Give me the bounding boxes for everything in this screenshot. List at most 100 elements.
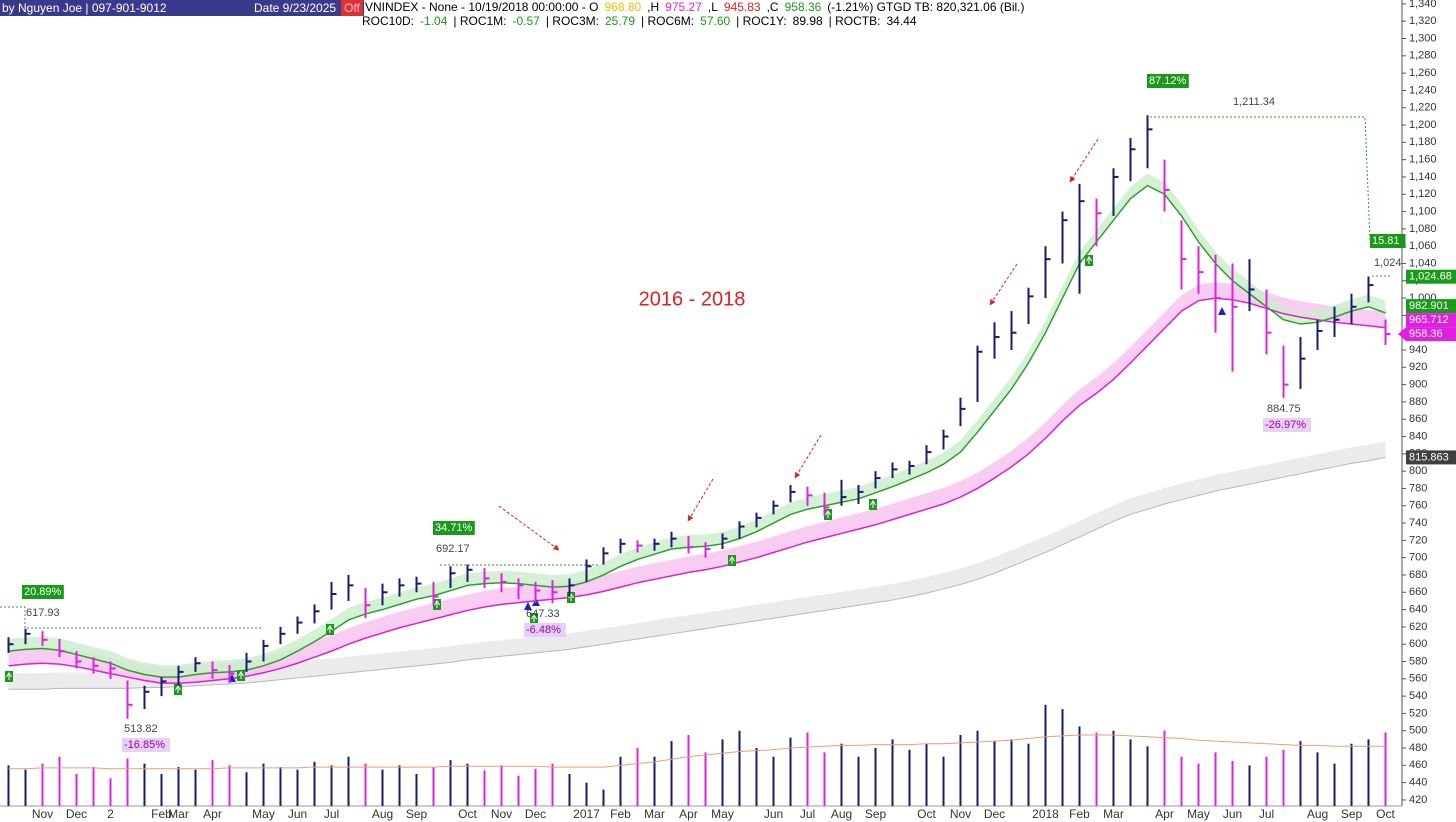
volume-bar bbox=[534, 768, 537, 806]
roc-segment: 89.98 bbox=[792, 14, 823, 28]
volume-bar bbox=[602, 789, 605, 806]
volume-bar bbox=[109, 778, 112, 806]
x-tick-label: Dec bbox=[66, 807, 87, 821]
y-tick-label: 580 bbox=[1409, 655, 1427, 667]
volume-bar bbox=[75, 773, 78, 806]
x-tick-label: Dec bbox=[525, 807, 546, 821]
volume-bar bbox=[160, 773, 163, 806]
volume-bar bbox=[7, 765, 10, 806]
volume-bar bbox=[194, 769, 197, 806]
y-tick-label: 1,280 bbox=[1409, 50, 1437, 62]
date: Date 9/23/2025 bbox=[254, 1, 337, 15]
volume-bar bbox=[483, 770, 486, 806]
y-tick-label: 1,040 bbox=[1409, 257, 1437, 269]
volume-bar bbox=[891, 739, 894, 806]
y-tick-label: 1,340 bbox=[1409, 0, 1437, 10]
y-tick-label: 420 bbox=[1409, 794, 1427, 806]
volume-bar bbox=[1095, 732, 1098, 806]
y-tick-label: 880 bbox=[1409, 396, 1427, 408]
volume-bar bbox=[296, 769, 299, 806]
volume-bar bbox=[381, 769, 384, 806]
signal-triangle bbox=[1218, 307, 1226, 315]
x-tick-label: Jul bbox=[800, 807, 815, 821]
signal-arrow bbox=[6, 672, 12, 680]
annotation: 20.89% bbox=[24, 586, 62, 598]
red-arrow bbox=[794, 434, 822, 479]
signal-arrow bbox=[568, 593, 574, 601]
x-tick-label: Feb bbox=[151, 807, 172, 821]
volume-bar bbox=[687, 735, 690, 806]
volume-bar bbox=[177, 767, 180, 806]
y-tick-label: 1,060 bbox=[1409, 240, 1437, 252]
y-tick-label: 1,120 bbox=[1409, 188, 1437, 200]
volume-bar bbox=[313, 761, 316, 806]
annotation: 15.81 bbox=[1372, 235, 1400, 247]
x-tick-label: May bbox=[711, 807, 734, 821]
roc-segment: | ROCTB: bbox=[828, 14, 881, 28]
annotation: 884.75 bbox=[1267, 403, 1301, 415]
quote-segment: ,C bbox=[766, 0, 779, 14]
volume-bar bbox=[636, 748, 639, 806]
x-tick-label: Nov bbox=[491, 807, 512, 821]
x-tick-label: Jul bbox=[1259, 807, 1274, 821]
volume-bar bbox=[415, 773, 418, 806]
volume-bar bbox=[262, 763, 265, 806]
y-tick-label: 740 bbox=[1409, 517, 1427, 529]
volume-bar bbox=[823, 752, 826, 806]
x-tick-label: Jun bbox=[1223, 807, 1242, 821]
quote-segment: ,H bbox=[647, 0, 660, 14]
roc-line: ROC10D: -1.04 | ROC1M: -0.57 | ROC3M: 25.79 | … bbox=[362, 14, 923, 28]
x-tick-label: 2 bbox=[107, 807, 114, 821]
price-marker-label: 815.863 bbox=[1409, 451, 1449, 463]
volume-bar bbox=[1248, 765, 1251, 806]
roc-segment: 25.79 bbox=[604, 14, 636, 28]
price-marker-label: 982.901 bbox=[1409, 300, 1449, 312]
volume-bar bbox=[840, 743, 843, 806]
dotted-level bbox=[0, 606, 262, 629]
x-tick-label: Oct bbox=[458, 807, 477, 821]
y-tick-label: 940 bbox=[1409, 344, 1427, 356]
volume-bar bbox=[1112, 730, 1115, 806]
roc-segment: | ROC1Y: bbox=[736, 14, 787, 28]
signal-arrow bbox=[729, 556, 735, 564]
annotation: 34.71% bbox=[435, 522, 473, 534]
x-tick-label: Mar bbox=[1103, 807, 1124, 821]
red-arrow bbox=[1069, 138, 1099, 183]
roc-segment: 34.44 bbox=[886, 14, 917, 28]
signal-arrow bbox=[238, 671, 244, 679]
x-tick-label: Mar bbox=[168, 807, 189, 821]
volume-bar bbox=[1061, 709, 1064, 806]
price-marker-label: 965.712 bbox=[1409, 314, 1449, 326]
off-button[interactable]: Off bbox=[341, 0, 363, 16]
volume-bar bbox=[1350, 743, 1353, 806]
volume-bar bbox=[925, 743, 928, 806]
volume-bar bbox=[126, 758, 129, 806]
volume-bar bbox=[364, 763, 367, 806]
volume-bar bbox=[806, 732, 809, 806]
volume-bar bbox=[92, 767, 95, 806]
y-tick-label: 760 bbox=[1409, 500, 1427, 512]
signal-arrow bbox=[434, 600, 440, 608]
decorations bbox=[0, 0, 1403, 807]
volume-bar bbox=[857, 756, 860, 806]
roc-segment: -1.04 bbox=[420, 14, 448, 28]
annotation: 617.93 bbox=[26, 607, 60, 619]
volume-bar bbox=[1010, 739, 1013, 806]
x-tick-label: Aug bbox=[831, 807, 852, 821]
volume-bar bbox=[41, 763, 44, 806]
volume-bar bbox=[772, 756, 775, 806]
volume-bar bbox=[245, 772, 248, 806]
x-tick-label: Aug bbox=[372, 807, 393, 821]
volume-bar bbox=[789, 737, 792, 806]
y-tick-label: 600 bbox=[1409, 638, 1427, 650]
gain-box bbox=[1147, 74, 1189, 88]
y-tick-label: 640 bbox=[1409, 603, 1427, 615]
y-tick-label: 1,220 bbox=[1409, 102, 1437, 114]
x-tick-label: Apr bbox=[679, 807, 698, 821]
volume-bar bbox=[1333, 763, 1336, 806]
volume-bar bbox=[1384, 732, 1387, 806]
volume-bar bbox=[58, 756, 61, 806]
quote-segment: 975.27 bbox=[665, 0, 702, 14]
author: by Nguyen Joe | 097-901-9012 bbox=[2, 1, 167, 15]
volume-bar bbox=[653, 756, 656, 806]
